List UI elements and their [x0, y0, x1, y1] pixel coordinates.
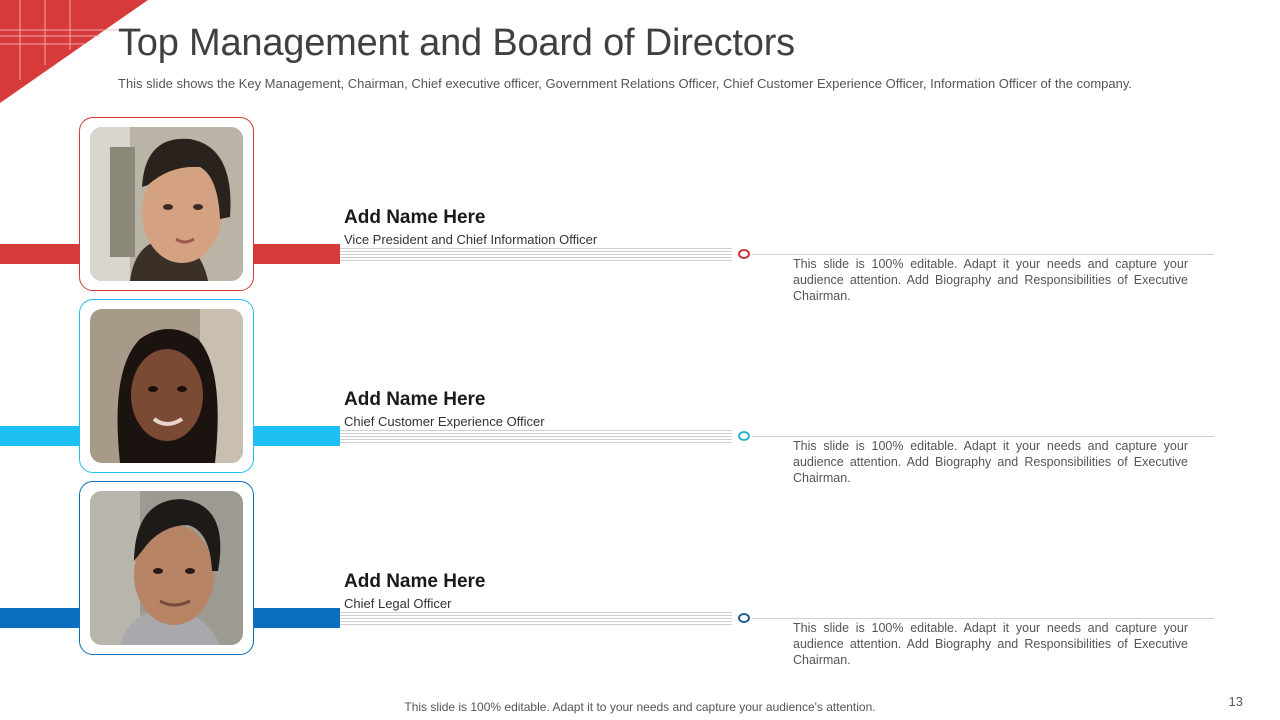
page-title: Top Management and Board of Directors [118, 22, 795, 64]
person-description: This slide is 100% editable. Adapt it yo… [793, 439, 1188, 485]
person-row-1: Add Name Here Vice President and Chief I… [0, 117, 1280, 303]
person-name: Add Name Here [344, 389, 486, 410]
person-role: Chief Legal Officer [344, 596, 452, 611]
divider-line [752, 618, 1214, 619]
person-role: Chief Customer Experience Officer [344, 414, 545, 429]
connector-dot [738, 613, 750, 623]
person-role: Vice President and Chief Information Off… [344, 232, 598, 247]
photo-card [79, 481, 254, 655]
person-name: Add Name Here [344, 571, 486, 592]
footer-text: This slide is 100% editable. Adapt it to… [404, 700, 876, 714]
photo-card [79, 299, 254, 473]
man-photo-icon [90, 127, 243, 281]
connector-lines [340, 612, 732, 625]
person-name: Add Name Here [344, 207, 486, 228]
connector-lines [340, 430, 732, 443]
person-row-2: Add Name Here Chief Customer Experience … [0, 299, 1280, 485]
photo-card [79, 117, 254, 291]
divider-line [752, 436, 1214, 437]
person-description: This slide is 100% editable. Adapt it yo… [793, 621, 1188, 667]
person-row-3: Add Name Here Chief Legal Officer This s… [0, 481, 1280, 667]
page-number: 13 [1228, 694, 1243, 709]
connector-dot [738, 431, 750, 441]
person-description: This slide is 100% editable. Adapt it yo… [793, 257, 1188, 303]
man-photo-icon [90, 491, 243, 645]
woman-photo-icon [90, 309, 243, 463]
footer-note: This slide is 100% editable. Adapt it to… [0, 700, 1280, 714]
divider-line [752, 254, 1214, 255]
corner-decoration [0, 0, 148, 103]
connector-lines [340, 248, 732, 261]
page-subtitle: This slide shows the Key Management, Cha… [118, 76, 1132, 91]
connector-dot [738, 249, 750, 259]
